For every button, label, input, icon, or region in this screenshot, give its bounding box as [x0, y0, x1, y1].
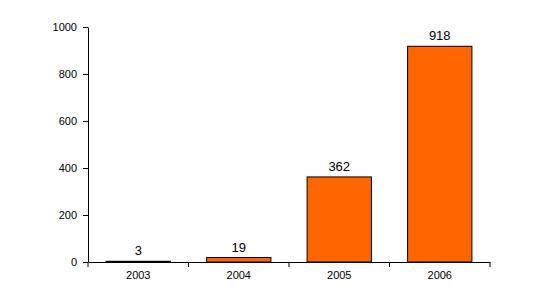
data-labels: 3 19 362 918	[135, 28, 451, 258]
x-tick-label: 2005	[327, 269, 351, 281]
category-separator	[389, 262, 390, 267]
bar	[408, 46, 472, 262]
y-tick-mark	[83, 215, 88, 216]
bar	[307, 177, 371, 262]
x-tick-label: 2006	[428, 269, 452, 281]
y-tick-mark	[83, 74, 88, 75]
y-tick: 200	[59, 209, 88, 221]
y-tick: 1000	[53, 21, 88, 33]
y-tick-mark	[83, 27, 88, 28]
category-separator	[490, 262, 491, 267]
category-separators	[88, 262, 490, 267]
data-label: 918	[429, 28, 451, 43]
y-tick-label: 600	[59, 115, 77, 127]
chart: 0 200 400 600 800 1000 2003 2004 2005 2006 3 19 362 9…	[0, 0, 550, 305]
y-tick-label: 800	[59, 68, 77, 80]
y-tick-label: 400	[59, 162, 77, 174]
y-tick-mark	[83, 168, 88, 169]
category-separator	[188, 262, 189, 267]
data-label: 3	[135, 243, 142, 258]
x-axis: 2003 2004 2005 2006	[88, 262, 491, 281]
bar	[207, 258, 271, 262]
y-axis-line	[88, 28, 89, 263]
y-tick: 600	[59, 115, 88, 127]
category-separator	[289, 262, 290, 267]
data-label: 362	[328, 159, 350, 174]
y-tick: 400	[59, 162, 88, 174]
x-tick: 2005	[327, 269, 351, 281]
y-tick-label: 1000	[53, 21, 77, 33]
category-separator	[88, 262, 89, 267]
x-tick: 2006	[428, 269, 452, 281]
x-tick: 2004	[227, 269, 251, 281]
y-tick-mark	[83, 262, 88, 263]
x-tick-label: 2003	[126, 269, 150, 281]
x-tick: 2003	[126, 269, 150, 281]
bars	[106, 46, 472, 262]
plot-area: 0 200 400 600 800 1000 2003 2004 2005 2006 3 19 362 9…	[53, 21, 491, 281]
y-tick: 0	[71, 256, 88, 268]
data-label: 19	[232, 240, 246, 255]
y-tick-mark	[83, 121, 88, 122]
x-tick-label: 2004	[227, 269, 251, 281]
y-axis: 0 200 400 600 800 1000	[53, 21, 89, 268]
y-tick-label: 200	[59, 209, 77, 221]
y-tick-label: 0	[71, 256, 77, 268]
y-tick: 800	[59, 68, 88, 80]
